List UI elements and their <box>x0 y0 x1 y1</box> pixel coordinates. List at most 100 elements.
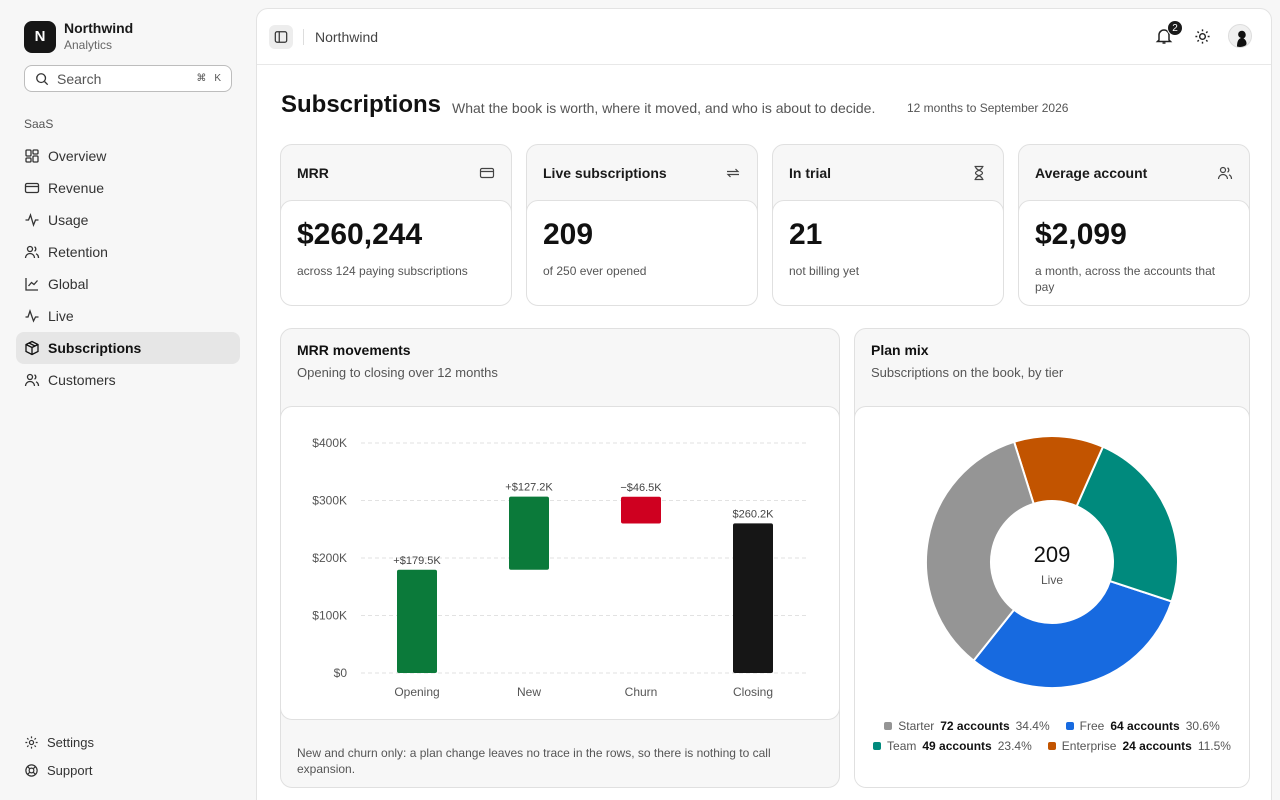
kpi-card-average-account: Average account $2,099 a month, across t… <box>1018 144 1250 306</box>
sidebar-toggle-button[interactable] <box>269 25 293 49</box>
sidebar-toggle-icon <box>274 31 288 43</box>
sidebar-item-label: Overview <box>48 148 107 164</box>
legend-count: 72 accounts <box>940 719 1010 733</box>
brand-subtitle: Analytics <box>64 38 113 52</box>
brand[interactable]: N Northwind Analytics <box>24 20 133 53</box>
sidebar-item-overview[interactable]: Overview <box>16 140 240 172</box>
sun-icon[interactable] <box>1194 28 1211 45</box>
mrr-chart-container: $0 $100K $200K $300K $400K +$179.5K Opening +$1… <box>281 406 839 720</box>
box-icon <box>25 340 39 356</box>
footer-nav: Settings Support <box>16 728 240 784</box>
kpi-value: 21 <box>789 218 823 251</box>
sidebar-item-label: Settings <box>47 734 94 750</box>
y-tick-label: $300K <box>312 494 347 508</box>
shortcut-mod: ⌘ <box>196 73 207 84</box>
sidebar-item-support[interactable]: Support <box>16 756 240 784</box>
topbar: Northwind 2 <box>257 9 1271 65</box>
date-range: 12 months to September 2026 <box>907 101 1069 115</box>
users-icon <box>1217 166 1233 180</box>
kpi-subtext: a month, across the accounts that pay <box>1035 264 1216 294</box>
panel-title: Plan mix <box>871 342 929 358</box>
sidebar: N Northwind Analytics Search ⌘ K SaaS Ov… <box>0 0 256 800</box>
legend-name: Team <box>887 739 917 753</box>
main-nav: Overview Revenue Usage Retention Global … <box>16 140 240 396</box>
credit-card-icon <box>24 182 40 194</box>
sidebar-item-live[interactable]: Live <box>16 300 240 332</box>
bar-opening <box>397 569 437 673</box>
kpi-card-mrr: MRR $260,244 across 124 paying subscript… <box>280 144 512 306</box>
legend-percent: 34.4% <box>1015 719 1050 733</box>
panel-title: MRR movements <box>297 342 411 358</box>
sidebar-item-label: Subscriptions <box>48 340 142 356</box>
page-title: Subscriptions <box>281 91 442 118</box>
sidebar-item-label: Support <box>47 762 93 778</box>
sidebar-item-settings[interactable]: Settings <box>16 728 240 756</box>
sidebar-item-label: Customers <box>48 372 116 388</box>
legend-percent: 11.5% <box>1197 739 1231 753</box>
pulse-icon <box>25 308 39 323</box>
legend-percent: 23.4% <box>997 739 1032 753</box>
brand-logo: N <box>24 20 56 53</box>
legend-count: 49 accounts <box>922 739 992 753</box>
legend-count: 64 accounts <box>1110 719 1180 733</box>
sidebar-item-global[interactable]: Global <box>16 268 240 300</box>
kpi-label: Average account <box>1035 165 1148 181</box>
mrr-waterfall-chart: $0 $100K $200K $300K $400K +$179.5K Opening +$1… <box>312 436 809 699</box>
legend-item-team: Team 49 accounts 23.4% <box>873 739 1032 753</box>
sidebar-item-usage[interactable]: Usage <box>16 204 240 236</box>
kpi-label: MRR <box>297 165 329 181</box>
nav-section-label: SaaS <box>24 117 54 131</box>
sidebar-item-revenue[interactable]: Revenue <box>16 172 240 204</box>
lifebuoy-icon <box>25 763 38 777</box>
kpi-value: 209 <box>543 218 594 251</box>
bar-new <box>509 496 549 570</box>
sidebar-item-customers[interactable]: Customers <box>16 364 240 396</box>
data-label: $260.2K <box>733 508 775 520</box>
avatar[interactable] <box>1228 24 1252 48</box>
legend-item-starter: Starter 72 accounts 34.4% <box>884 719 1050 733</box>
donut-center-value: 209 <box>1034 542 1071 567</box>
panel-footnote: New and churn only: a plan change leaves… <box>297 746 771 776</box>
kpi-subtext: of 250 ever opened <box>543 264 647 278</box>
credit-card-icon <box>479 167 495 179</box>
slice-team <box>1075 445 1179 603</box>
shortcut-key: K <box>214 73 221 84</box>
line-chart-icon <box>25 278 38 291</box>
grid-icon <box>25 149 39 163</box>
sidebar-item-retention[interactable]: Retention <box>16 236 240 268</box>
kpi-value: $2,099 <box>1035 218 1127 251</box>
breadcrumb[interactable]: Northwind <box>315 29 379 45</box>
y-tick-label: $400K <box>312 436 347 450</box>
sidebar-item-label: Usage <box>48 212 89 228</box>
legend-count: 24 accounts <box>1122 739 1192 753</box>
search-placeholder: Search <box>57 70 102 87</box>
sidebar-item-label: Global <box>48 276 89 292</box>
bell-icon[interactable] <box>1155 27 1173 45</box>
plan-mix-donut-chart: 209 Live <box>925 435 1179 689</box>
legend-item-enterprise: Enterprise 24 accounts 11.5% <box>1047 739 1231 753</box>
kpi-label: Live subscriptions <box>543 165 667 181</box>
activity-icon <box>25 213 39 227</box>
legend-item-free: Free 64 accounts 30.6% <box>1065 719 1220 733</box>
search-input[interactable]: Search ⌘ K <box>24 65 232 92</box>
search-icon <box>36 72 49 85</box>
main-content: Northwind 2 Subscriptions What the book … <box>256 8 1272 800</box>
users-icon <box>24 245 40 259</box>
legend-swatch <box>1047 742 1056 750</box>
legend-name: Free <box>1079 719 1105 733</box>
y-tick-label: $0 <box>334 666 348 680</box>
data-label: +$127.2K <box>505 482 553 494</box>
x-tick-label: Opening <box>394 685 439 699</box>
kpi-subtext: across 124 paying subscriptions <box>297 264 468 278</box>
users-icon <box>24 373 40 387</box>
data-label: −$46.5K <box>620 482 662 494</box>
legend-swatch <box>1065 722 1074 730</box>
donut-center-label: Live <box>1041 573 1063 587</box>
plan-mix-legend: Starter 72 accounts 34.4% Free 64 accoun… <box>855 719 1249 759</box>
sidebar-item-subscriptions[interactable]: Subscriptions <box>16 332 240 364</box>
panel-subtitle: Subscriptions on the book, by tier <box>871 365 1064 380</box>
sidebar-item-label: Retention <box>48 244 108 260</box>
notification-badge: 2 <box>1167 20 1183 36</box>
hourglass-icon <box>974 165 984 181</box>
legend-percent: 30.6% <box>1185 719 1220 733</box>
